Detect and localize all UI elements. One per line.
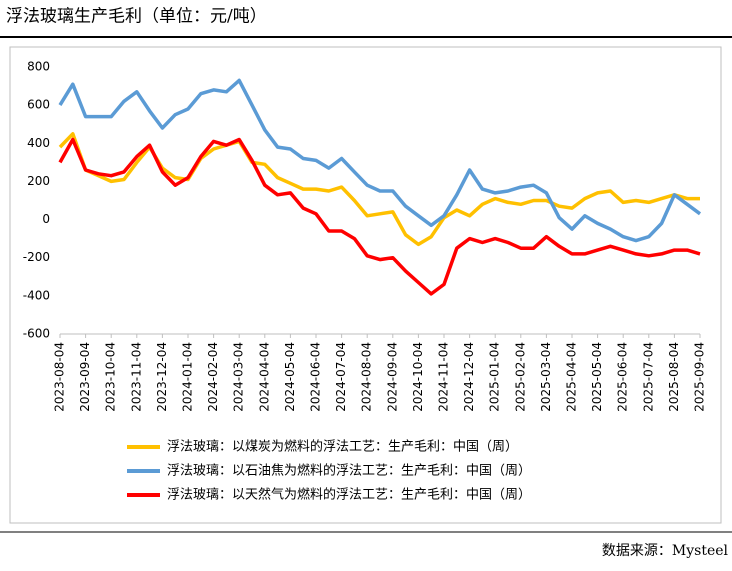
x-tick-label: 2025-06-04: [616, 342, 630, 412]
legend-label: 浮法玻璃：以天然气为燃料的浮法工艺：生产毛利：中国（周）: [167, 487, 531, 503]
y-tick-label: 600: [27, 98, 50, 112]
chart-title: 浮法玻璃生产毛利（单位：元/吨）: [6, 7, 267, 27]
source: 数据来源：Mysteel: [602, 543, 729, 559]
x-tick-label: 2025-02-04: [513, 342, 527, 412]
y-tick-label: 0: [42, 212, 50, 226]
x-tick-label: 2023-12-04: [155, 342, 169, 412]
series-line: [58, 78, 702, 243]
x-tick-label: 2025-09-04: [693, 342, 707, 412]
x-tick-label: 2023-08-04: [53, 342, 67, 412]
x-tick-label: 2024-09-04: [385, 342, 399, 412]
x-tick-label: 2024-11-04: [437, 342, 451, 412]
x-tick-label: 2025-03-04: [539, 342, 553, 412]
x-tick-label: 2024-06-04: [309, 342, 323, 412]
x-tick-label: 2024-08-04: [360, 342, 374, 412]
legend-label: 浮法玻璃：以煤炭为燃料的浮法工艺：生产毛利：中国（周）: [167, 439, 518, 455]
x-tick-label: 2023-09-04: [78, 342, 92, 412]
y-tick-label: -400: [23, 288, 50, 302]
x-tick-label: 2024-03-04: [232, 342, 246, 412]
x-tick-label: 2023-10-04: [104, 342, 118, 412]
x-tick-label: 2025-01-04: [488, 342, 502, 412]
y-tick-label: 400: [27, 136, 50, 150]
x-tick-label: 2024-10-04: [411, 342, 425, 412]
y-tick-label: -600: [23, 327, 50, 341]
y-tick-label: 800: [27, 60, 50, 74]
series-line: [58, 137, 701, 296]
plot-frame: [9, 46, 722, 524]
x-tick-label: 2025-04-04: [565, 342, 579, 412]
x-tick-label: 2024-07-04: [334, 342, 348, 412]
x-tick-label: 2025-07-04: [641, 342, 655, 412]
series-line: [58, 132, 700, 247]
x-tick-label: 2024-02-04: [206, 342, 220, 412]
x-tick-label: 2025-05-04: [590, 342, 604, 412]
legend-label: 浮法玻璃：以石油焦为燃料的浮法工艺：生产毛利：中国（周）: [167, 463, 531, 479]
x-tick-label: 2023-11-04: [129, 342, 143, 412]
x-tick-label: 2024-01-04: [181, 342, 195, 412]
y-tick-label: -200: [23, 250, 50, 264]
x-tick-label: 2024-05-04: [283, 342, 297, 412]
x-tick-label: 2024-12-04: [462, 342, 476, 412]
y-tick-label: 200: [27, 174, 50, 188]
x-tick-label: 2024-04-04: [257, 342, 271, 412]
x-tick-label: 2025-08-04: [667, 342, 681, 412]
